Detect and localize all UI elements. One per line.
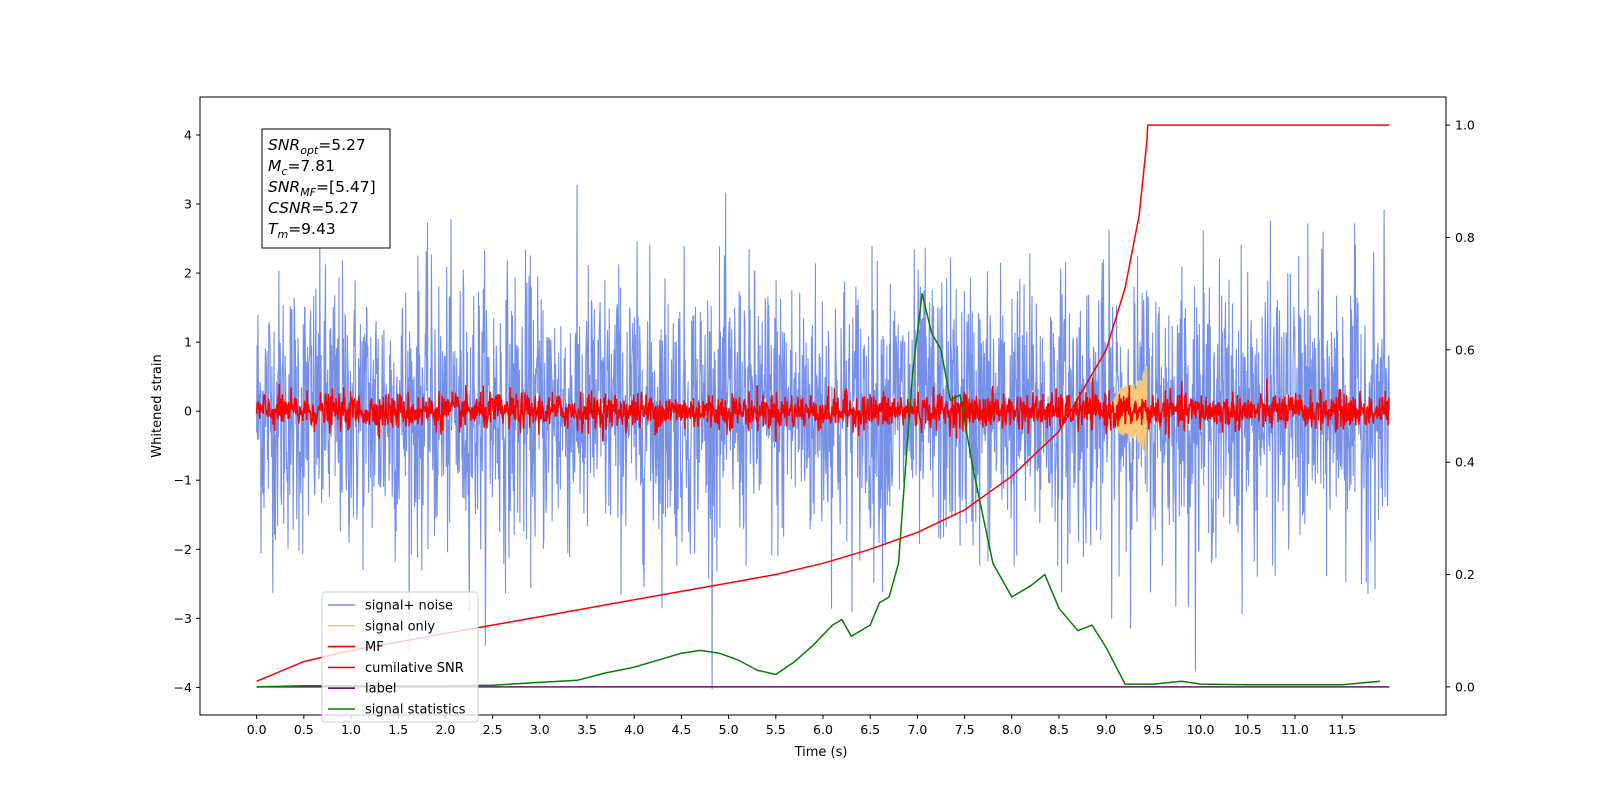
y2-tick-label: 0.6 [1455, 342, 1475, 357]
annotation-box-frame [261, 128, 391, 249]
x-tick-label: 10.0 [1187, 722, 1215, 737]
annotation-line: SNRMF=[5.47] [268, 178, 376, 199]
x-tick-label: 3.5 [577, 722, 597, 737]
legend-label-signal-noise: signal+ noise [365, 599, 453, 614]
legend-label-signal-statistics: signal statistics [365, 703, 466, 718]
x-tick-label: 7.0 [907, 722, 927, 737]
y-tick-label: −4 [174, 680, 192, 695]
x-tick-label: 5.0 [719, 722, 739, 737]
y-tick-label: −2 [174, 542, 192, 557]
x-tick-label: 1.5 [388, 722, 408, 737]
x-tick-label: 2.5 [483, 722, 503, 737]
x-tick-label: 4.0 [624, 722, 644, 737]
y2-tick-label: 0.4 [1455, 455, 1475, 470]
x-tick-label: 5.5 [766, 722, 786, 737]
x-tick-label: 11.5 [1328, 722, 1356, 737]
x-tick-label: 3.0 [530, 722, 550, 737]
y-tick-label: 4 [184, 127, 192, 142]
legend-label-signal-only: signal only [365, 619, 435, 634]
annotation-line: Mc=7.81 [268, 157, 335, 178]
y-tick-label: −1 [174, 473, 192, 488]
x-tick-label: 4.5 [671, 722, 691, 737]
x-tick-label: 9.0 [1096, 722, 1116, 737]
series-mf-line [255, 378, 1390, 443]
y-tick-label: 3 [184, 197, 192, 212]
legend-frame [321, 591, 479, 723]
y-tick-label: 0 [184, 404, 192, 419]
legend: signal+ noise signal only MF cumilative SNR… [321, 591, 479, 723]
y-tick-label: 1 [184, 335, 192, 350]
x-axis-label: Time (s) [794, 745, 848, 760]
legend-label-label: label [365, 682, 396, 697]
y-axis-label: Whitened strain [150, 354, 165, 457]
x-tick-label: 10.5 [1234, 722, 1262, 737]
x-tick-label: 0.0 [247, 722, 267, 737]
x-tick-label: 6.5 [860, 722, 880, 737]
x-tick-label: 6.0 [813, 722, 833, 737]
annotation-line: Tm=9.43 [268, 220, 336, 241]
x-tick-label: 8.5 [1049, 722, 1069, 737]
legend-label-mf: MF [365, 640, 384, 655]
y-tick-label: 2 [184, 266, 192, 281]
series-signal-statistics-line [256, 292, 1380, 688]
x-tick-label: 7.5 [955, 722, 975, 737]
x-tick-label: 11.0 [1281, 722, 1309, 737]
x-tick-label: 0.5 [294, 722, 314, 737]
y2-tick-label: 1.0 [1455, 118, 1475, 133]
y2-tick-label: 0.8 [1455, 230, 1475, 245]
x-tick-label: 2.0 [435, 722, 455, 737]
y-tick-label: −3 [174, 611, 192, 626]
x-tick-label: 8.0 [1002, 722, 1022, 737]
legend-label-cumilative-snr: cumilative SNR [365, 661, 464, 676]
annotation-line: SNRopt=5.27 [268, 136, 366, 157]
y2-tick-label: 0.2 [1455, 567, 1475, 582]
x-tick-label: 9.5 [1143, 722, 1163, 737]
x-tick-label: 1.0 [341, 722, 361, 737]
annotation-line: CSNR=5.27 [268, 199, 359, 217]
y2-tick-label: 0.0 [1455, 679, 1475, 694]
